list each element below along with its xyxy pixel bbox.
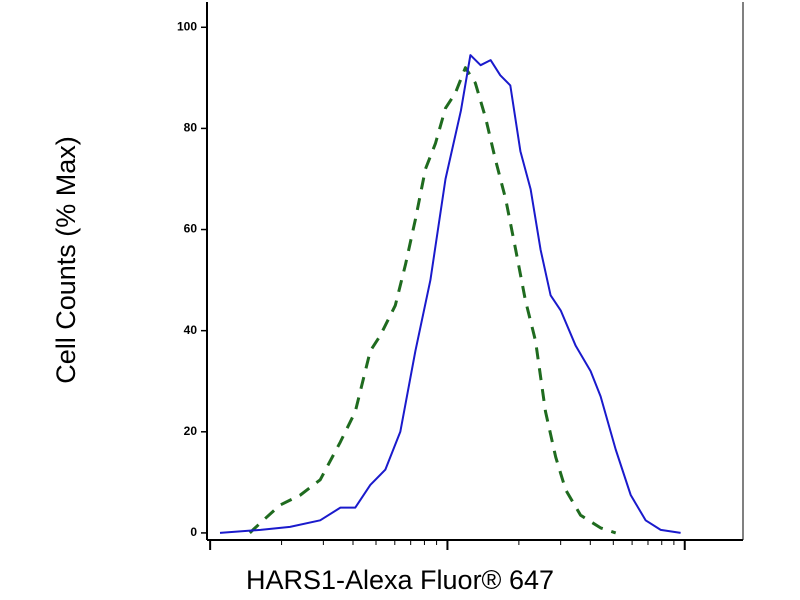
y-tick-label: 60	[184, 222, 198, 236]
x-axis-title: HARS1-Alexa Fluor® 647	[246, 565, 554, 595]
histogram-line	[248, 66, 617, 535]
y-axis-title: Cell Counts (% Max)	[51, 136, 81, 384]
y-tick-label: 20	[184, 424, 198, 438]
histogram-line	[219, 54, 681, 534]
y-tick-label: 100	[177, 19, 197, 33]
y-tick-label: 40	[184, 323, 198, 337]
y-tick-label: 80	[184, 121, 198, 135]
y-tick-label: 0	[190, 525, 197, 539]
